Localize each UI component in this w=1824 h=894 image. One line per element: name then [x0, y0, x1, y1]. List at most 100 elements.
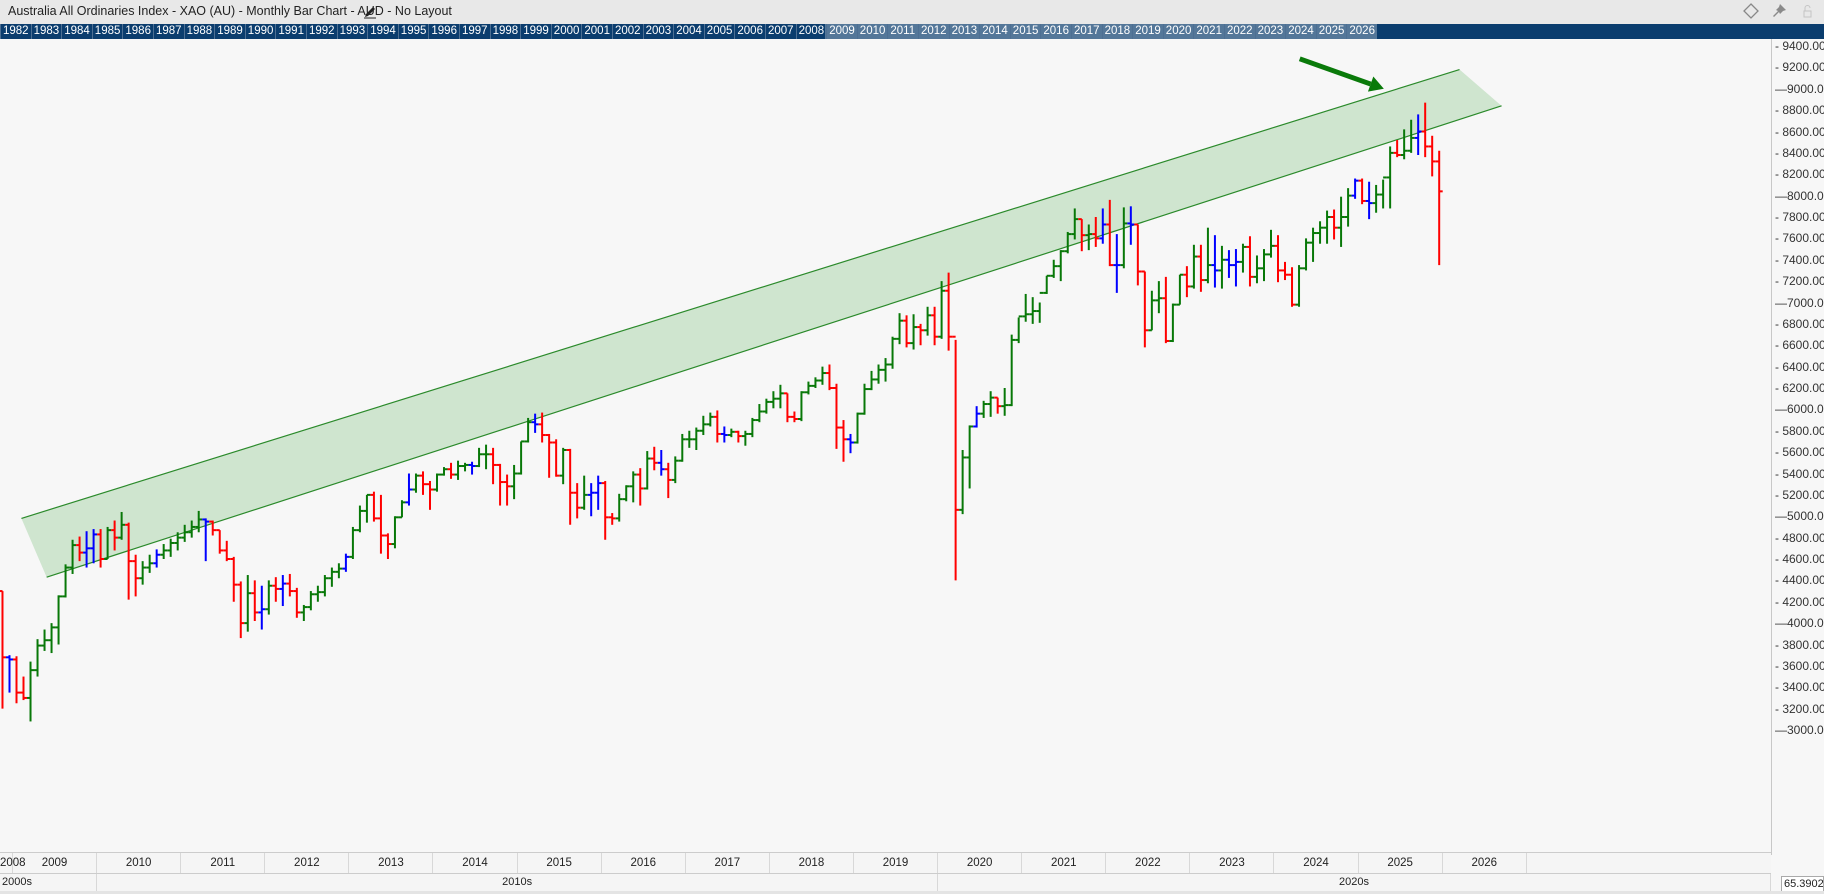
navigator-year-2004[interactable]: 2004 [673, 24, 704, 39]
price-bar[interactable] [188, 520, 196, 538]
navigator-year-2006[interactable]: 2006 [734, 24, 765, 39]
price-bar[interactable] [62, 564, 70, 598]
price-bar[interactable] [363, 493, 371, 523]
navigator-year-1993[interactable]: 1993 [336, 24, 368, 39]
price-bar[interactable] [692, 427, 700, 450]
navigator-year-2021[interactable]: 2021 [1193, 24, 1224, 39]
navigator-year-1990[interactable]: 1990 [244, 24, 276, 39]
price-bar[interactable] [27, 661, 35, 722]
price-bar[interactable] [468, 461, 476, 475]
price-bar[interactable] [1001, 388, 1009, 416]
price-bar[interactable] [917, 323, 925, 346]
price-bar[interactable] [419, 471, 427, 495]
price-bar[interactable] [153, 549, 161, 568]
price-bar[interactable] [167, 538, 175, 557]
price-bar[interactable] [489, 447, 497, 485]
price-bar[interactable] [132, 554, 140, 597]
price-bar[interactable] [503, 474, 511, 506]
price-bar[interactable] [139, 561, 147, 585]
price-bar[interactable] [545, 433, 553, 478]
price-bar[interactable] [1008, 334, 1016, 407]
price-bar[interactable] [118, 511, 126, 540]
navigator-year-1985[interactable]: 1985 [91, 24, 123, 39]
price-bar[interactable] [1393, 140, 1401, 158]
price-bar[interactable] [706, 412, 714, 427]
navigator-year-2018[interactable]: 2018 [1101, 24, 1133, 39]
price-bar[interactable] [1414, 114, 1422, 156]
price-bar[interactable] [1218, 245, 1226, 289]
price-bar[interactable] [854, 412, 862, 444]
price-bar[interactable] [1302, 238, 1310, 271]
price-bar[interactable] [727, 428, 735, 438]
price-bar[interactable] [1267, 229, 1275, 258]
channel-lower-line[interactable] [46, 105, 1502, 578]
navigator-year-1999[interactable]: 1999 [520, 24, 551, 39]
price-bar[interactable] [13, 656, 21, 704]
navigator-year-1992[interactable]: 1992 [306, 24, 337, 39]
price-bar[interactable] [643, 451, 651, 490]
price-bar[interactable] [398, 500, 406, 519]
price-bar[interactable] [769, 391, 777, 409]
navigator-year-2002[interactable]: 2002 [612, 24, 643, 39]
price-bar[interactable] [825, 364, 833, 391]
price-bar[interactable] [20, 676, 28, 701]
price-bar[interactable] [181, 524, 189, 542]
navigator-year-2026[interactable]: 2026 [1346, 24, 1377, 39]
price-bar[interactable] [671, 456, 679, 484]
price-bar[interactable] [356, 505, 364, 533]
channel-fill[interactable] [21, 69, 1502, 578]
price-bar[interactable] [1127, 206, 1135, 245]
price-bar[interactable] [426, 480, 434, 510]
navigator-year-2009[interactable]: 2009 [826, 24, 857, 39]
price-bar[interactable] [454, 460, 462, 480]
price-bar[interactable] [286, 573, 294, 597]
price-bar[interactable] [517, 440, 525, 475]
price-bar[interactable] [1113, 234, 1121, 293]
price-bar[interactable] [1246, 236, 1254, 287]
navigator-year-1989[interactable]: 1989 [214, 24, 245, 39]
price-bar[interactable] [1358, 178, 1366, 205]
price-bar[interactable] [608, 513, 616, 525]
price-bar[interactable] [896, 313, 904, 345]
price-bar[interactable] [601, 480, 609, 540]
price-bar[interactable] [1211, 235, 1219, 288]
navigator-year-1995[interactable]: 1995 [397, 24, 429, 39]
price-bar[interactable] [615, 493, 623, 522]
price-bar[interactable] [783, 392, 791, 423]
price-bar[interactable] [1316, 221, 1324, 244]
price-bar[interactable] [69, 539, 77, 574]
price-bar[interactable] [811, 377, 819, 388]
price-bar[interactable] [251, 580, 259, 621]
price-bar[interactable] [587, 483, 595, 517]
price-bar[interactable] [412, 473, 420, 493]
price-bar[interactable] [762, 398, 770, 414]
navigator-year-2008[interactable]: 2008 [795, 24, 827, 39]
price-bar[interactable] [335, 563, 343, 579]
price-bar[interactable] [952, 335, 960, 581]
navigator-year-1986[interactable]: 1986 [122, 24, 153, 39]
price-bar[interactable] [636, 468, 644, 506]
price-bar[interactable] [713, 410, 721, 443]
price-bar[interactable] [790, 411, 798, 423]
navigator-year-1983[interactable]: 1983 [30, 24, 62, 39]
price-bar[interactable] [230, 556, 238, 602]
price-bar[interactable] [910, 314, 918, 350]
price-bar[interactable] [83, 531, 91, 568]
price-bar[interactable] [391, 516, 399, 549]
price-bar[interactable] [41, 629, 49, 651]
price-bar[interactable] [1337, 196, 1345, 247]
price-bar[interactable] [594, 475, 602, 510]
price-bar[interactable] [440, 467, 448, 476]
price-bar[interactable] [931, 306, 939, 346]
price-bar[interactable] [1386, 146, 1394, 209]
price-bar[interactable] [664, 462, 672, 499]
price-bar[interactable] [223, 540, 231, 562]
price-bar[interactable] [924, 306, 932, 336]
price-bar[interactable] [1141, 270, 1149, 348]
lock-icon[interactable] [1798, 2, 1816, 20]
price-bar[interactable] [1148, 290, 1156, 332]
price-bar[interactable] [160, 544, 168, 559]
navigator-year-2005[interactable]: 2005 [703, 24, 735, 39]
price-bar[interactable] [1253, 255, 1261, 284]
price-bar[interactable] [461, 462, 469, 472]
